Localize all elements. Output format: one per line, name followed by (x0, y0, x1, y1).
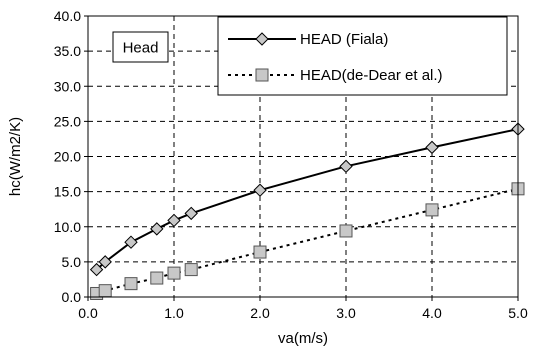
series-layer (89, 122, 525, 300)
data-point (425, 140, 439, 155)
x-tick-label: 4.0 (422, 305, 442, 321)
plot-frame (87, 15, 519, 298)
y-axis-label: hc(W/m2/K) (7, 117, 24, 196)
data-point (98, 255, 112, 269)
data-point (89, 262, 104, 277)
data-point (425, 203, 439, 217)
y-tick-label: 40.0 (54, 8, 81, 24)
x-tick-label: 1.0 (164, 305, 184, 321)
legend-marker (255, 32, 269, 46)
legend-label: HEAD (Fiala) (300, 31, 388, 48)
series-2 (90, 182, 525, 300)
data-point (167, 266, 181, 280)
x-tick-label: 0.0 (78, 305, 98, 321)
x-axis-label: va(m/s) (278, 330, 328, 347)
legend-item: HEAD(de-Dear et al.) (228, 67, 443, 84)
y-tick-label: 10.0 (54, 219, 81, 235)
y-tick-label: 5.0 (62, 254, 82, 270)
y-tick-label: 35.0 (54, 43, 81, 59)
inset-label-box: Head (112, 31, 169, 63)
data-point (339, 159, 353, 174)
data-point (150, 271, 164, 285)
x-tick-label: 5.0 (508, 305, 528, 321)
data-point (150, 222, 164, 236)
y-tick-label: 20.0 (54, 149, 81, 165)
x-tick-label: 2.0 (250, 305, 270, 321)
legend-item: HEAD (Fiala) (228, 31, 388, 48)
legend-marker (255, 68, 269, 82)
data-point (184, 206, 198, 221)
y-tick-label: 30.0 (54, 78, 81, 94)
series-line (96, 187, 519, 295)
data-point (253, 245, 267, 259)
y-tick-label: 15.0 (54, 184, 81, 200)
data-point (124, 235, 138, 249)
legend: HEAD (Fiala) HEAD(de-Dear et al.) (217, 16, 508, 96)
series-line (95, 128, 519, 271)
inset-label: Head (123, 40, 159, 57)
data-point (184, 263, 198, 277)
series-1 (89, 122, 525, 277)
x-axis-ticks: 0.0 1.0 2.0 3.0 4.0 5.0 (78, 297, 528, 321)
y-tick-label: 25.0 (54, 113, 81, 129)
y-tick-label: 0.0 (62, 289, 82, 305)
data-point (339, 224, 353, 238)
data-point (124, 277, 138, 291)
x-tick-label: 3.0 (336, 305, 356, 321)
data-point (167, 213, 181, 228)
data-point (98, 284, 112, 298)
y-axis-ticks: 0.0 5.0 10.0 15.0 20.0 25.0 30.0 35.0 40.0 (54, 8, 88, 305)
legend-label: HEAD(de-Dear et al.) (300, 67, 443, 84)
data-point (253, 183, 267, 197)
